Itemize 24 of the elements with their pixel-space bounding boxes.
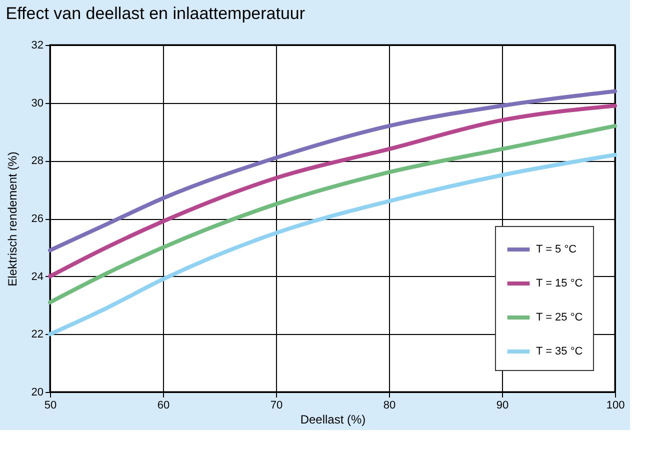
legend-label: T = 15 °C — [536, 278, 583, 290]
legend-label: T = 5 °C — [536, 244, 577, 256]
line-series — [48, 104, 617, 278]
y-tick-label: 22 — [31, 328, 44, 341]
y-tick-label: 30 — [31, 97, 44, 110]
legend-label: T = 35 °C — [536, 346, 583, 358]
x-tick-label: 100 — [606, 400, 625, 412]
line-series — [48, 152, 617, 336]
y-tick-label: 20 — [31, 386, 44, 398]
y-tick-label: 26 — [31, 213, 44, 225]
y-tick-label: 28 — [31, 155, 44, 168]
y-tick-label: 24 — [31, 270, 44, 283]
x-tick-label: 50 — [44, 400, 57, 412]
line-series — [48, 124, 617, 304]
x-tick-label: 90 — [496, 400, 509, 412]
x-tick-label: 70 — [270, 400, 283, 412]
legend-label: T = 25 °C — [536, 312, 583, 324]
y-axis-title: Elektrisch rendement (%) — [5, 152, 20, 286]
line-series — [48, 89, 617, 252]
x-axis-title: Deellast (%) — [300, 412, 366, 426]
x-tick-label: 80 — [383, 400, 396, 412]
y-tick-label: 32 — [31, 40, 44, 52]
x-tick-label: 60 — [157, 400, 170, 412]
chart-title: Effect van deellast en inlaattemperatuur — [6, 4, 306, 23]
